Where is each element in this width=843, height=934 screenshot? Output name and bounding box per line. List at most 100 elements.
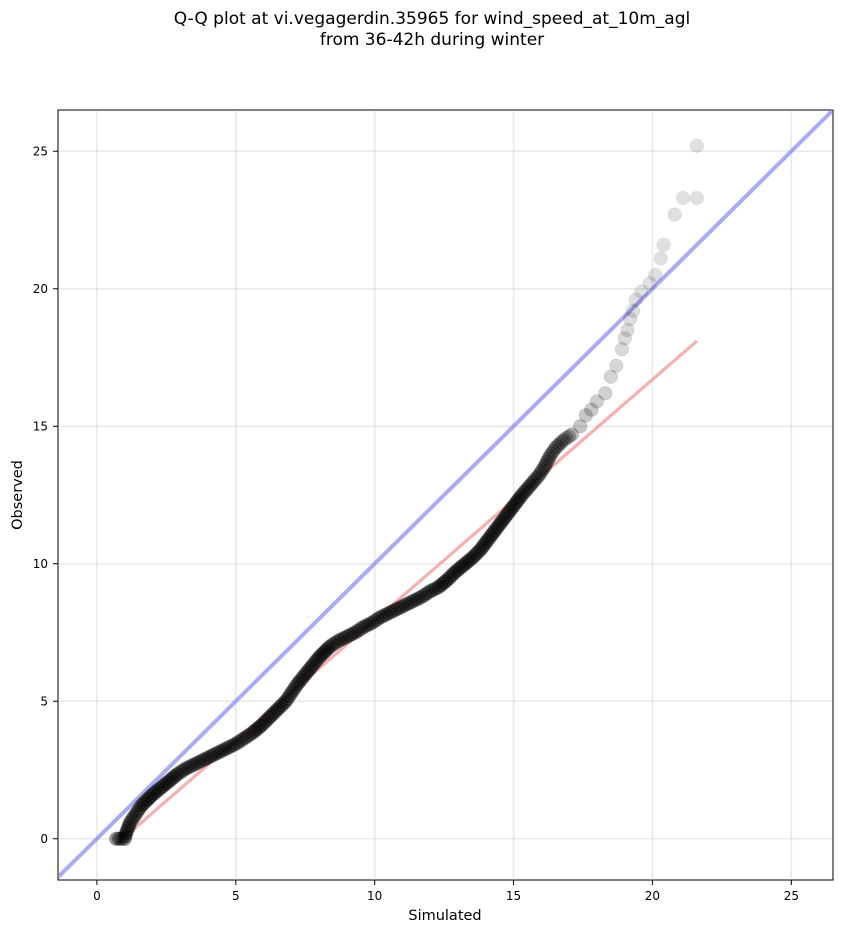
data-point <box>203 748 219 764</box>
data-point <box>181 759 196 775</box>
data-point <box>347 625 363 640</box>
data-point <box>225 737 241 753</box>
y-tick-label: 10 <box>33 557 48 571</box>
data-point <box>499 507 515 523</box>
data-point <box>496 511 511 527</box>
data-point <box>474 540 490 556</box>
data-point <box>143 789 158 804</box>
chart-title-line: Q-Q plot at vi.vegagerdin.35965 for wind… <box>174 9 690 29</box>
data-point <box>145 787 160 803</box>
data-point <box>130 803 145 819</box>
data-point <box>121 817 137 833</box>
data-point <box>531 468 546 484</box>
data-point <box>242 727 257 743</box>
data-point <box>118 828 133 844</box>
data-point <box>536 460 552 475</box>
x-axis-label: Simulated <box>408 908 481 924</box>
data-point <box>253 718 269 734</box>
data-point <box>487 522 503 538</box>
data-point <box>479 533 495 549</box>
data-point <box>466 548 482 564</box>
data-point <box>325 637 341 652</box>
data-point <box>443 568 459 584</box>
data-point <box>375 608 391 624</box>
data-point <box>302 661 318 677</box>
data-point <box>609 358 624 374</box>
data-point <box>406 593 421 609</box>
data-point <box>667 207 682 222</box>
data-point <box>397 597 413 613</box>
y-tick-label: 5 <box>40 694 48 708</box>
data-point <box>132 801 147 816</box>
data-point <box>200 750 216 765</box>
data-point <box>552 436 567 452</box>
chart-title: Q-Q plot at vi.vegagerdin.35965 for wind… <box>174 9 690 50</box>
data-point <box>234 732 249 748</box>
data-point <box>295 670 310 686</box>
data-point <box>270 702 285 717</box>
data-point <box>468 546 484 562</box>
data-point <box>186 757 202 772</box>
data-point <box>117 831 132 847</box>
data-point <box>370 611 385 627</box>
data-point <box>518 482 534 498</box>
data-point <box>509 494 525 509</box>
data-point <box>625 303 641 319</box>
x-tick-label: 0 <box>93 889 101 903</box>
data-point <box>514 487 530 503</box>
data-point <box>209 746 224 761</box>
data-point <box>516 485 532 500</box>
data-point <box>255 716 271 732</box>
data-point <box>321 640 336 656</box>
data-point <box>149 784 164 799</box>
data-point <box>384 604 399 620</box>
data-point <box>445 566 461 582</box>
data-point <box>494 514 510 529</box>
data-point <box>272 700 287 715</box>
data-point <box>195 753 210 768</box>
y-tick-label: 0 <box>40 832 48 846</box>
data-point <box>284 685 299 701</box>
data-point <box>564 427 580 442</box>
data-point <box>504 500 520 516</box>
data-point <box>477 536 493 551</box>
data-point <box>522 478 538 493</box>
data-point <box>603 369 619 385</box>
data-point <box>502 503 518 518</box>
data-point <box>450 562 465 578</box>
data-point <box>119 823 135 838</box>
data-point <box>441 570 457 586</box>
data-point <box>220 740 235 756</box>
data-point <box>159 775 175 791</box>
data-point <box>168 768 183 784</box>
data-point <box>675 190 691 206</box>
data-point <box>520 480 536 496</box>
data-point <box>364 615 380 631</box>
data-point <box>372 610 388 625</box>
data-point <box>282 688 297 704</box>
data-point <box>435 576 451 591</box>
data-point <box>172 764 188 780</box>
data-point <box>534 462 550 478</box>
data-point <box>389 601 405 617</box>
data-point <box>428 581 444 596</box>
data-point <box>259 712 275 728</box>
data-point <box>628 292 644 308</box>
data-point <box>236 731 252 746</box>
data-point <box>392 600 407 616</box>
data-point <box>151 782 166 797</box>
x-tick-label: 5 <box>232 889 240 903</box>
y-axis-label: Observed <box>10 460 26 530</box>
data-point <box>276 696 291 711</box>
data-point <box>497 509 513 525</box>
axis-ticks: 0 5 10 15 20 25 0 5 10 15 20 25 <box>33 144 799 903</box>
data-point <box>656 237 671 253</box>
data-point <box>472 542 488 558</box>
data-point <box>572 418 588 434</box>
data-point <box>422 583 438 599</box>
data-point <box>452 561 467 576</box>
data-point <box>491 518 506 534</box>
data-point <box>533 465 548 481</box>
data-point <box>395 599 410 614</box>
data-point <box>114 831 130 847</box>
